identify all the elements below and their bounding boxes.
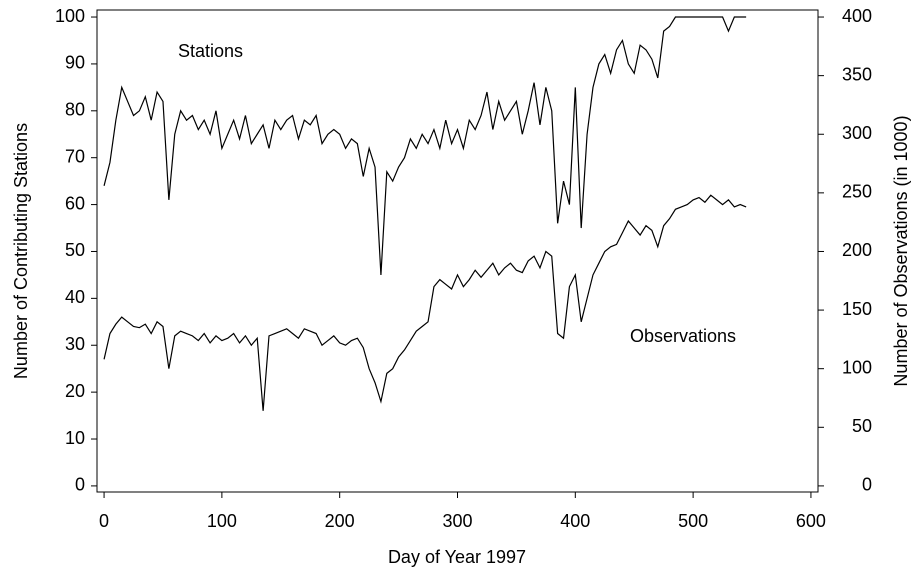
- x-tick-label: 300: [442, 511, 472, 531]
- y-tick-label: 40: [65, 287, 85, 307]
- y2-tick-label: 100: [842, 357, 872, 377]
- y-axis-label: Number of Contributing Stations: [11, 123, 31, 379]
- y2-tick-label: 150: [842, 299, 872, 319]
- y2-tick-label: 400: [842, 6, 872, 26]
- y2-tick-label: 50: [852, 416, 872, 436]
- annotation: Stations: [178, 41, 243, 61]
- x-tick-label: 200: [325, 511, 355, 531]
- y2-tick-label: 250: [842, 182, 872, 202]
- y-tick-label: 10: [65, 428, 85, 448]
- y2-axis-label: Number of Observations (in 1000): [891, 115, 911, 386]
- y2-tick-label: 0: [862, 475, 872, 495]
- y-tick-label: 60: [65, 193, 85, 213]
- x-tick-label: 100: [207, 511, 237, 531]
- y2-tick-label: 300: [842, 123, 872, 143]
- y-tick-label: 70: [65, 146, 85, 166]
- y-tick-label: 100: [55, 6, 85, 26]
- series-line: [103, 16, 747, 275]
- y-tick-label: 0: [75, 475, 85, 495]
- annotation: Observations: [630, 326, 736, 346]
- y-tick-label: 50: [65, 240, 85, 260]
- series-line: [103, 194, 747, 411]
- x-tick-label: 0: [99, 511, 109, 531]
- y-tick-label: 30: [65, 334, 85, 354]
- y-tick-label: 20: [65, 381, 85, 401]
- plot-frame: [96, 9, 819, 493]
- y2-tick-label: 350: [842, 64, 872, 84]
- x-tick-label: 400: [560, 511, 590, 531]
- y2-tick-label: 200: [842, 240, 872, 260]
- x-tick-label: 600: [796, 511, 826, 531]
- y-tick-label: 90: [65, 53, 85, 73]
- x-axis-label: Day of Year 1997: [388, 547, 526, 567]
- x-tick-label: 500: [678, 511, 708, 531]
- y-tick-label: 80: [65, 100, 85, 120]
